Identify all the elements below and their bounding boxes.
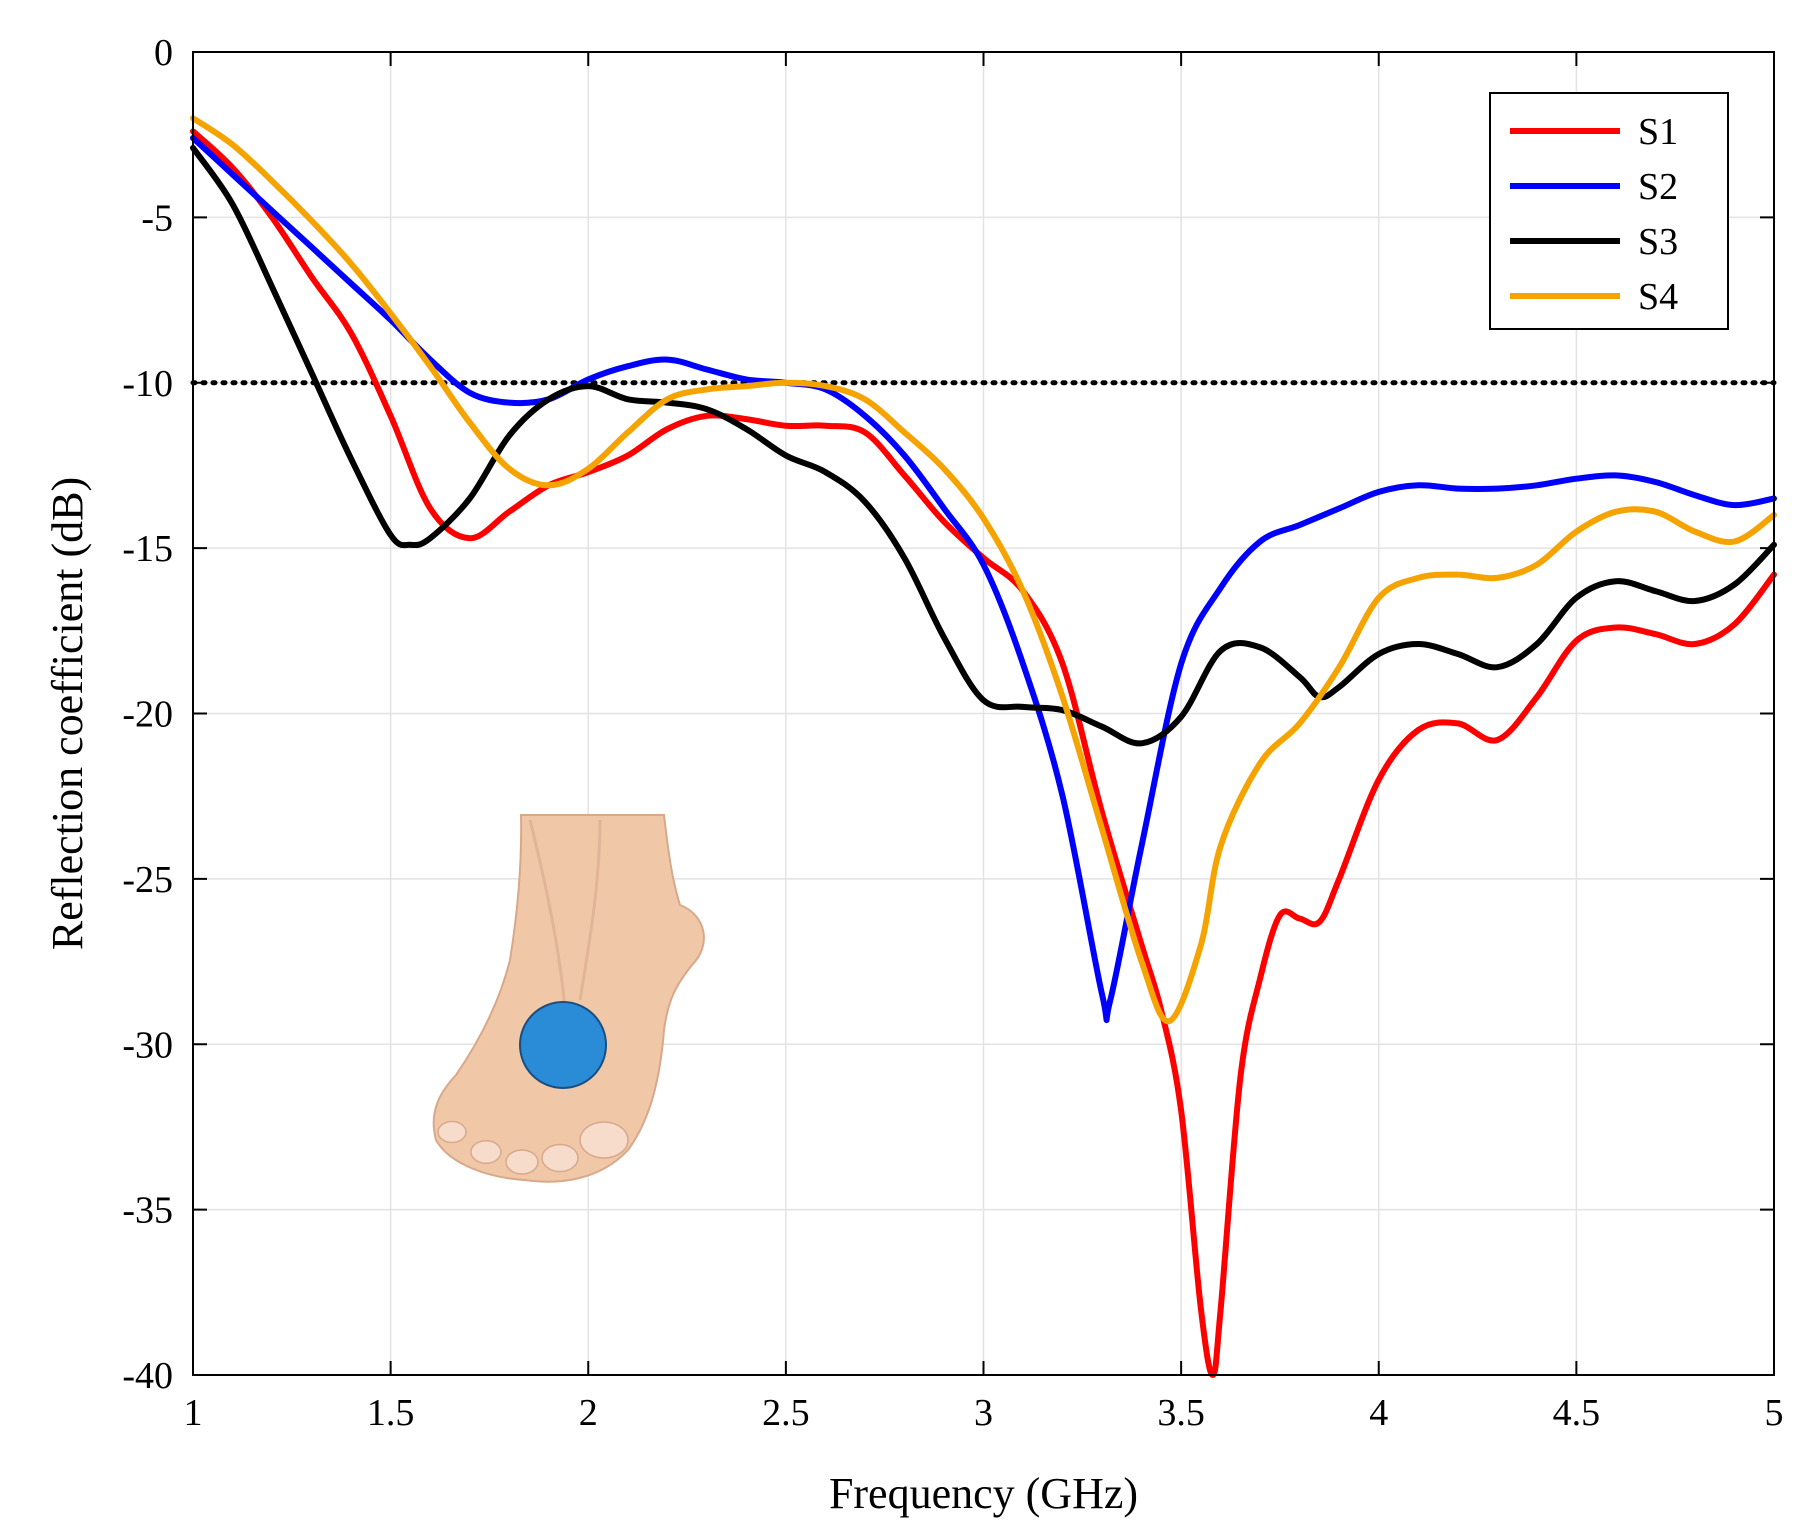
series-line-s1 (190, 128, 1777, 1378)
foot-shape (432, 814, 705, 1183)
legend: S1 S2 S3 S4 (1489, 92, 1729, 330)
antenna-marker (519, 1001, 607, 1089)
y-tick-label: -30 (122, 1024, 173, 1066)
ticks (192, 51, 1775, 1376)
y-tick-label: -5 (141, 197, 173, 239)
x-tick-label: 1.5 (367, 1392, 415, 1434)
x-tick-labels: 1 1.5 2 2.5 3 3.5 4 4.5 5 (184, 1392, 1784, 1434)
foot-tendon (578, 819, 602, 1001)
y-tick-label: -25 (122, 859, 173, 901)
toenail (470, 1140, 502, 1164)
x-tick-label: 5 (1765, 1392, 1784, 1434)
series-line-s3 (190, 144, 1777, 747)
x-tick-label: 2 (579, 1392, 598, 1434)
legend-label-s1: S1 (1638, 111, 1678, 153)
series-group (190, 115, 1777, 1378)
series-line-s2 (190, 135, 1777, 1023)
toenail (579, 1121, 629, 1159)
x-tick-label: 4 (1369, 1392, 1388, 1434)
legend-label-s3: S3 (1638, 221, 1678, 263)
x-tick-label: 4.5 (1553, 1392, 1601, 1434)
y-tick-label: -35 (122, 1190, 173, 1232)
legend-label-s4: S4 (1638, 276, 1678, 318)
y-tick-label: -20 (122, 694, 173, 736)
x-axis-title: Frequency (GHz) (829, 1469, 1138, 1518)
y-axis-title: Reflection coefficient (dB) (43, 477, 92, 950)
toenail (505, 1149, 539, 1175)
y-tick-labels: 0 -5 -10 -15 -20 -25 -30 -35 -40 (122, 32, 173, 1397)
x-tick-label: 2.5 (762, 1392, 810, 1434)
legend-label-s2: S2 (1638, 166, 1678, 208)
y-tick-label: -10 (122, 363, 173, 405)
toenail (437, 1120, 467, 1144)
x-tick-label: 1 (184, 1392, 203, 1434)
y-tick-label: -40 (122, 1355, 173, 1397)
y-tick-label: 0 (154, 32, 173, 74)
foot-inset-image (432, 814, 705, 1183)
x-tick-label: 3 (974, 1392, 993, 1434)
y-tick-label: -15 (122, 528, 173, 570)
x-tick-label: 3.5 (1157, 1392, 1205, 1434)
series-line-s4 (190, 115, 1777, 1025)
foot-tendon (528, 819, 567, 1011)
toenail (541, 1143, 579, 1173)
